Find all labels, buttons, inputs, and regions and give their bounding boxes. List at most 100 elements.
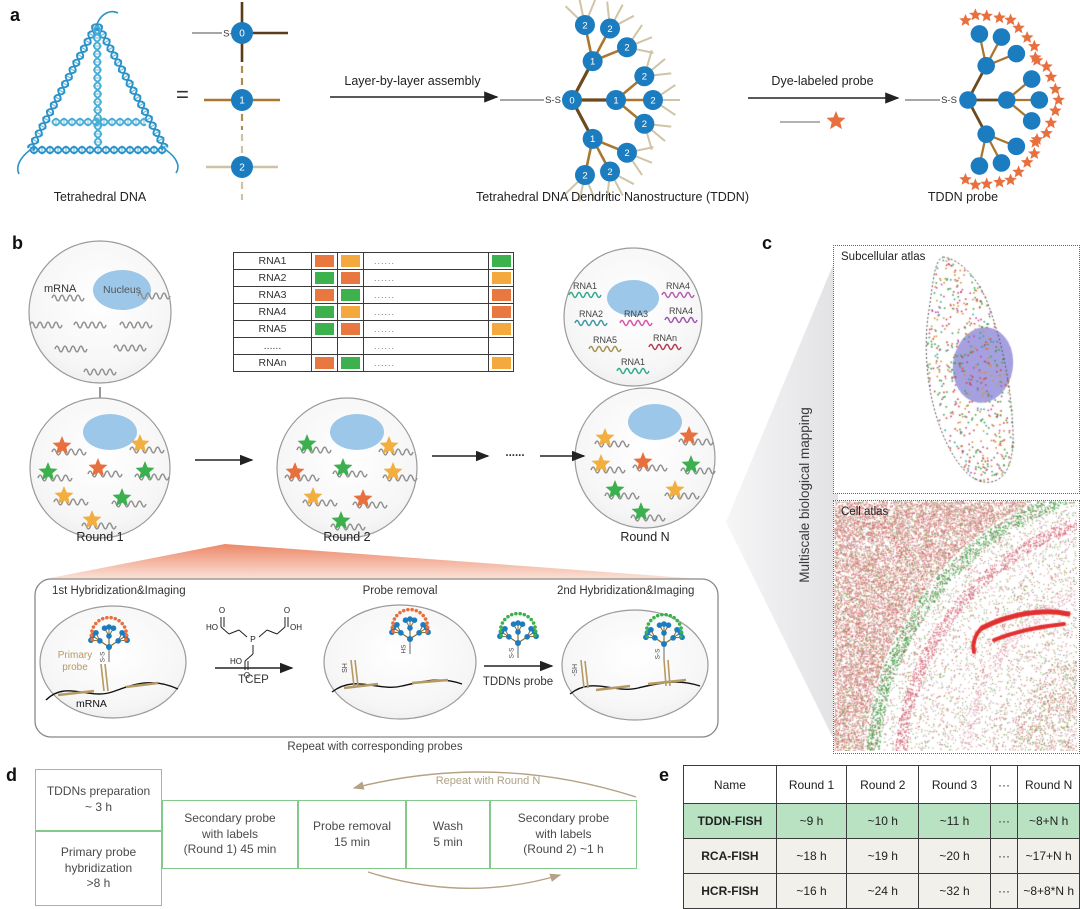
star-icon	[993, 175, 1006, 188]
rna-table-row: RNA2......	[233, 269, 514, 287]
ellipsis-cell: ......	[363, 269, 489, 287]
time-value-cell: ~20 h	[918, 838, 991, 874]
svg-label: 2	[650, 95, 655, 106]
round-n-label: Round N	[620, 530, 670, 544]
svg-label: RNA5	[593, 335, 617, 345]
star-icon	[1030, 53, 1044, 66]
time-value-cell: ~10 h	[846, 803, 920, 839]
table-header-cell: Name	[683, 765, 777, 804]
star-icon	[1020, 31, 1034, 43]
nucleus	[628, 404, 682, 440]
color-swatch-cell	[311, 252, 338, 270]
star-icon	[605, 480, 625, 499]
svg-label: O	[284, 606, 290, 615]
color-swatch-cell	[337, 354, 364, 372]
panel-d-label: d	[6, 765, 17, 785]
rna-coding-table-grid: RNA1...... RNA2...... RNA3...... RNA4......…	[233, 252, 514, 372]
svg-label: RNA3	[624, 309, 648, 319]
svg-label: 2	[239, 163, 245, 174]
star-icon	[333, 458, 353, 477]
rounds-ellipsis: ......	[505, 447, 525, 459]
svg-label: RNA4	[666, 281, 690, 291]
box-probe-removal: Probe removal 15 min	[298, 800, 406, 869]
method-name-cell: HCR-FISH	[683, 873, 777, 909]
cell-outline	[39, 605, 187, 719]
tddn-probe-caption: TDDN probe	[927, 190, 999, 204]
color-swatch-cell	[488, 286, 514, 304]
svg-label: HO	[230, 657, 242, 666]
rna-name-cell: RNA5	[233, 320, 312, 338]
star-icon	[1049, 104, 1062, 117]
color-swatch-cell	[488, 337, 514, 355]
rna-coding-table: RNA1...... RNA2...... RNA3...... RNA4......…	[233, 252, 514, 372]
star-icon	[1012, 21, 1025, 34]
probe-color-swatch	[341, 255, 360, 267]
star-icon	[1028, 147, 1041, 159]
repeat-arrow-bottom	[367, 871, 562, 889]
table-header-cell: ···	[989, 765, 1019, 804]
star-icon	[681, 455, 701, 474]
box-secondary-round1: Secondary probe with labels (Round 1) 45…	[162, 800, 298, 869]
star-icon	[1044, 70, 1058, 83]
star-icon	[303, 487, 323, 506]
svg-label: 2	[642, 72, 647, 83]
color-swatch-cell	[488, 320, 514, 338]
star-icon	[52, 436, 72, 455]
rna-table-row: RNA1......	[233, 252, 514, 270]
cell-atlas-title: Cell atlas	[841, 506, 889, 518]
svg-label: -SH	[572, 664, 579, 676]
tddn-structure: 0 1 1 1 2 2 2 2 2 2 2 2 2	[562, 0, 680, 202]
panel-b-label: b	[12, 233, 23, 253]
svg-label: S-S	[655, 648, 662, 660]
svg-label: S-S	[223, 29, 239, 40]
repeat-arrow-top	[352, 771, 637, 798]
step1-title: 1st Hybridization&Imaging	[52, 585, 186, 597]
star-icon	[591, 454, 611, 473]
time-value-cell: ~19 h	[846, 838, 920, 874]
star-icon	[993, 11, 1006, 24]
time-value-cell: ~18 h	[775, 838, 848, 874]
step3-title: 2nd Hybridization&Imaging	[557, 585, 695, 597]
box-tddn-preparation: TDDNs preparation ~ 3 h	[35, 769, 162, 831]
rna-name-cell: RNAn	[233, 354, 312, 372]
star-icon	[595, 428, 615, 447]
svg-label: P	[250, 634, 256, 644]
panel-a-label: a	[10, 5, 21, 25]
svg-label: S-S	[509, 647, 516, 659]
svg-label: RNA1	[621, 357, 645, 367]
panel-c-label: c	[762, 233, 773, 253]
color-swatch-cell	[488, 303, 514, 321]
dye-arrow-label: Dye-labeled probe	[771, 74, 874, 88]
color-swatch-cell	[337, 252, 364, 270]
svg-label: 1	[613, 95, 618, 106]
star-icon	[1040, 60, 1053, 72]
cell-outline	[28, 240, 172, 384]
table-header-cell: Round 2	[846, 765, 920, 804]
zoom-funnel	[40, 544, 714, 580]
star-icon	[353, 489, 373, 508]
mapping-funnel	[726, 253, 838, 748]
time-value-cell: ···	[989, 838, 1019, 874]
cell-outline	[323, 604, 477, 720]
multiscale-axis-label: Multiscale biological mapping	[797, 407, 812, 583]
ellipsis-cell: ......	[363, 286, 489, 304]
color-swatch-cell	[337, 269, 364, 287]
mini-tddn: S-S	[643, 612, 685, 660]
svg-label: O	[244, 671, 250, 680]
time-value-cell: ~8+8*N h	[1017, 873, 1080, 909]
probe-color-swatch	[315, 255, 334, 267]
method-name-cell: RCA-FISH	[683, 838, 777, 874]
svg-label: RNA2	[579, 309, 603, 319]
color-swatch-cell	[337, 286, 364, 304]
ellipsis-cell: ......	[363, 337, 489, 355]
probe-color-swatch	[341, 289, 360, 301]
time-value-cell: ···	[989, 873, 1019, 909]
svg-label: 2	[642, 119, 647, 130]
svg-label: RNA1	[573, 281, 597, 291]
probe-color-swatch	[491, 323, 511, 335]
color-swatch-cell	[337, 320, 364, 338]
